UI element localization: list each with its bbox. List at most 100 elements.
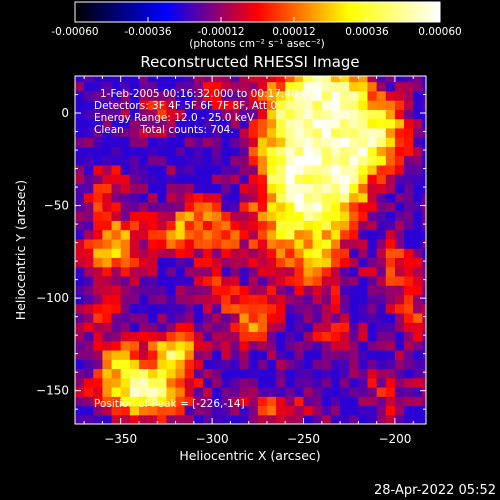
heatmap-cell (422, 137, 426, 147)
heatmap-cell (340, 322, 350, 333)
heatmap-cell (230, 183, 241, 194)
heatmap-cell (75, 386, 85, 397)
heatmap-cell (340, 164, 350, 175)
heatmap-cell (349, 331, 359, 342)
heatmap-cell (349, 109, 359, 120)
heatmap-cell (276, 377, 286, 388)
heatmap-cell (312, 312, 323, 323)
heatmap-cell (413, 127, 423, 138)
heatmap-cell (413, 248, 423, 259)
heatmap-cell (184, 405, 195, 416)
heatmap-cell (202, 377, 213, 388)
heatmap-cell (184, 127, 195, 138)
heatmap-cell (266, 155, 277, 166)
heatmap-cell (221, 174, 231, 184)
heatmap-cell (212, 340, 222, 351)
heatmap-cell (93, 238, 104, 249)
heatmap-cell (202, 76, 213, 83)
heatmap-cell (212, 76, 222, 83)
heatmap-cell (394, 109, 405, 120)
heatmap-cell (303, 257, 314, 268)
heatmap-cell (157, 303, 168, 314)
heatmap-cell (184, 76, 195, 83)
heatmap-cell (312, 405, 323, 416)
heatmap-cell (221, 266, 231, 277)
heatmap-cell (276, 396, 286, 407)
heatmap-cell (349, 386, 359, 397)
heatmap-cell (193, 405, 204, 416)
heatmap-cell (129, 396, 140, 407)
heatmap-cell (221, 331, 231, 342)
heatmap-cell (413, 229, 423, 240)
heatmap-cell (84, 137, 94, 147)
heatmap-cell (349, 164, 359, 175)
heatmap-cell (111, 183, 122, 194)
heatmap-cell (394, 340, 405, 351)
heatmap-cell (193, 257, 204, 268)
heatmap-cell (193, 174, 204, 184)
heatmap-cell (120, 248, 131, 259)
heatmap-cell (202, 275, 213, 286)
heatmap-cell (367, 386, 378, 397)
heatmap-cell (148, 322, 158, 333)
heatmap-cell (394, 81, 405, 92)
heatmap-cell (184, 414, 195, 424)
heatmap-cell (349, 248, 359, 259)
heatmap-cell (285, 220, 295, 231)
heatmap-cell (221, 100, 231, 110)
heatmap-cell (321, 349, 332, 360)
heatmap-cell (248, 248, 259, 259)
heatmap-cell (276, 257, 286, 268)
heatmap-cell (184, 90, 195, 101)
heatmap-cell (276, 100, 286, 110)
heatmap-cell (266, 368, 277, 379)
heatmap-cell (303, 414, 314, 424)
heatmap-cell (303, 201, 314, 212)
heatmap-cell (285, 118, 295, 129)
heatmap-cell (349, 349, 359, 360)
heatmap-cell (93, 349, 104, 360)
heatmap-cell (422, 127, 426, 138)
heatmap-cell (239, 349, 250, 360)
heatmap-cell (266, 294, 277, 305)
heatmap-cell (312, 229, 323, 240)
heatmap-cell (75, 405, 85, 416)
heatmap-cell (212, 266, 222, 277)
heatmap-cell (394, 414, 405, 424)
heatmap-cell (276, 405, 286, 416)
heatmap-cell (285, 183, 295, 194)
heatmap-cell (157, 322, 168, 333)
heatmap-cell (239, 183, 250, 194)
heatmap-cell (138, 359, 149, 370)
heatmap-cell (413, 340, 423, 351)
heatmap-cell (303, 285, 314, 296)
heatmap-cell (394, 155, 405, 166)
heatmap-cell (340, 76, 350, 83)
heatmap-cell (129, 303, 140, 314)
heatmap-cell (358, 90, 369, 101)
heatmap-cell (138, 109, 149, 120)
heatmap-cell (148, 146, 158, 157)
heatmap-cell (367, 146, 378, 157)
heatmap-cell (175, 266, 186, 277)
heatmap-cell (230, 331, 241, 342)
heatmap-cell (385, 368, 396, 379)
heatmap-cell (148, 155, 158, 166)
heatmap-cell (340, 349, 350, 360)
heatmap-cell (312, 303, 323, 314)
heatmap-cell (84, 294, 94, 305)
heatmap-cell (294, 396, 305, 407)
heatmap-cell (321, 192, 332, 203)
heatmap-cell (321, 238, 332, 249)
heatmap-cell (212, 386, 222, 397)
heatmap-cell (294, 303, 305, 314)
heatmap-cell (303, 377, 314, 388)
heatmap-cell (276, 275, 286, 286)
x-tick-label: −250 (287, 432, 320, 446)
colorbar-unit-label: (photons cm⁻² s⁻¹ asec⁻²) (189, 38, 324, 50)
heatmap-cell (266, 377, 277, 388)
heatmap-cell (212, 396, 222, 407)
heatmap-cell (193, 201, 204, 212)
heatmap-cell (349, 127, 359, 138)
heatmap-cell (239, 229, 250, 240)
